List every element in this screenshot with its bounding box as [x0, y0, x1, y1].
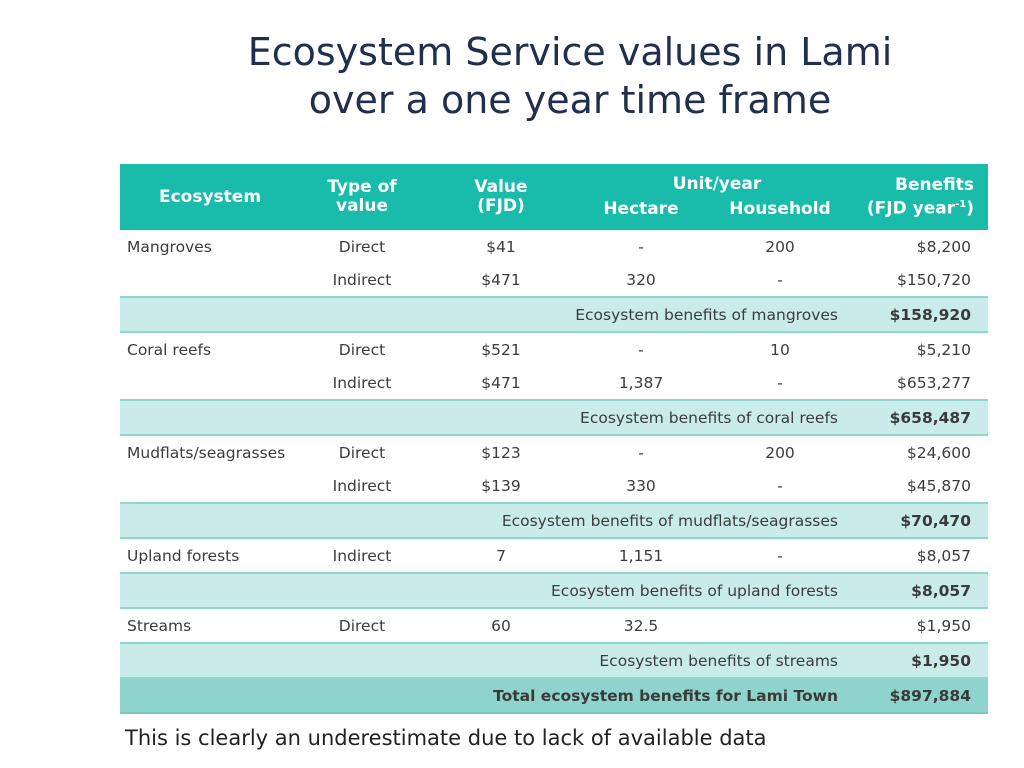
slide-title: Ecosystem Service values in Lami over a … — [200, 28, 940, 124]
subtotal-label: Ecosystem benefits of mudflats/seagrasse… — [120, 502, 856, 539]
cell-benefits: $8,057 — [916, 546, 971, 565]
cell-ecosystem — [120, 469, 300, 503]
cell-type: Indirect — [332, 373, 392, 392]
cell-ecosystem: Mangroves — [127, 237, 212, 256]
cell-hectare: 320 — [626, 270, 656, 289]
table-row: Indirect $471 1,387 - $653,277 — [120, 366, 988, 400]
table-row: Streams Direct 60 32.5 $1,950 — [120, 608, 988, 643]
total-label: Total ecosystem benefits for Lami Town — [120, 678, 856, 714]
table-row: Indirect $139 330 - $45,870 — [120, 469, 988, 503]
cell-benefits: $45,870 — [906, 476, 971, 495]
subtotal-row: Ecosystem benefits of streams $1,950 — [120, 642, 988, 679]
table-row: Mangroves Direct $41 - 200 $8,200 — [120, 230, 988, 263]
subtotal-label: Ecosystem benefits of upland forests — [120, 572, 856, 609]
cell-value: 60 — [491, 616, 511, 635]
cell-benefits: $1,950 — [916, 616, 971, 635]
table-row: Indirect $471 320 - $150,720 — [120, 263, 988, 297]
cell-type: Direct — [338, 340, 386, 359]
cell-ecosystem — [120, 366, 300, 400]
cell-ecosystem: Mudflats/seagrasses — [127, 443, 286, 462]
table-row: Upland forests Indirect 7 1,151 - $8,057 — [120, 538, 988, 573]
header-benefits: Benefits (FJD year-1) — [856, 164, 988, 230]
ecosystem-values-table: Ecosystem Type of value Value (FJD) Unit/y… — [120, 164, 988, 714]
header-ecosystem: Ecosystem — [120, 164, 300, 230]
cell-household: 10 — [770, 340, 790, 359]
cell-type: Indirect — [332, 270, 392, 289]
cell-benefits: $653,277 — [897, 373, 971, 392]
table-header: Ecosystem Type of value Value (FJD) Unit/y… — [120, 164, 988, 230]
footnote: This is clearly an underestimate due to … — [125, 726, 767, 750]
cell-household: - — [777, 476, 783, 495]
cell-hectare: 1,151 — [618, 546, 664, 565]
subtotal-row: Ecosystem benefits of upland forests $8,0… — [120, 572, 988, 609]
cell-value: $471 — [481, 373, 521, 392]
cell-ecosystem — [120, 263, 300, 297]
title-line-2: over a one year time frame — [308, 78, 832, 122]
cell-hectare: 1,387 — [618, 373, 664, 392]
subtotal-label: Ecosystem benefits of mangroves — [120, 296, 856, 333]
subtotal-value: $1,950 — [856, 642, 988, 679]
cell-type: Direct — [338, 443, 386, 462]
cell-type: Direct — [338, 237, 386, 256]
cell-value: $521 — [481, 340, 521, 359]
total-value: $897,884 — [856, 678, 988, 714]
cell-household: 200 — [765, 237, 795, 256]
cell-household: - — [777, 373, 783, 392]
cell-hectare: - — [638, 237, 644, 256]
cell-ecosystem: Coral reefs — [127, 340, 212, 359]
subtotal-row: Ecosystem benefits of mangroves $158,920 — [120, 296, 988, 333]
cell-hectare: - — [638, 443, 644, 462]
subtotal-value: $8,057 — [856, 572, 988, 609]
cell-value: $41 — [486, 237, 516, 256]
subtotal-value: $658,487 — [856, 399, 988, 436]
cell-household: 200 — [765, 443, 795, 462]
cell-value: $123 — [481, 443, 521, 462]
cell-hectare: 330 — [626, 476, 656, 495]
total-row: Total ecosystem benefits for Lami Town $8… — [120, 678, 988, 714]
header-type-of-value: Type of value — [300, 164, 424, 230]
table-row: Mudflats/seagrasses Direct $123 - 200 $24,600 — [120, 435, 988, 469]
cell-ecosystem: Upland forests — [127, 546, 240, 565]
subtotal-value: $158,920 — [856, 296, 988, 333]
cell-household: - — [777, 270, 783, 289]
cell-value: $139 — [481, 476, 521, 495]
cell-household — [704, 608, 856, 643]
header-household: Household — [704, 196, 856, 230]
cell-benefits: $5,210 — [916, 340, 971, 359]
cell-ecosystem: Streams — [127, 616, 192, 635]
cell-benefits: $24,600 — [906, 443, 971, 462]
subtotal-label: Ecosystem benefits of streams — [120, 642, 856, 679]
cell-hectare: 32.5 — [623, 616, 659, 635]
cell-value: $471 — [481, 270, 521, 289]
cell-hectare: - — [638, 340, 644, 359]
table-body: Mangroves Direct $41 - 200 $8,200 Indirect $471… — [120, 230, 988, 714]
cell-value: 7 — [496, 546, 506, 565]
cell-household: - — [777, 546, 783, 565]
header-value-fjd: Value (FJD) — [424, 164, 578, 230]
cell-type: Indirect — [332, 476, 392, 495]
cell-type: Indirect — [332, 546, 392, 565]
cell-benefits: $150,720 — [897, 270, 971, 289]
subtotal-row: Ecosystem benefits of coral reefs $658,48… — [120, 399, 988, 436]
subtotal-row: Ecosystem benefits of mudflats/seagrasse… — [120, 502, 988, 539]
subtotal-label: Ecosystem benefits of coral reefs — [120, 399, 856, 436]
table-row: Coral reefs Direct $521 - 10 $5,210 — [120, 332, 988, 366]
title-line-1: Ecosystem Service values in Lami — [247, 30, 893, 74]
header-hectare: Hectare — [578, 196, 704, 230]
cell-benefits: $8,200 — [916, 237, 971, 256]
subtotal-value: $70,470 — [856, 502, 988, 539]
cell-type: Direct — [338, 616, 386, 635]
header-unit-year: Unit/year — [578, 164, 856, 196]
